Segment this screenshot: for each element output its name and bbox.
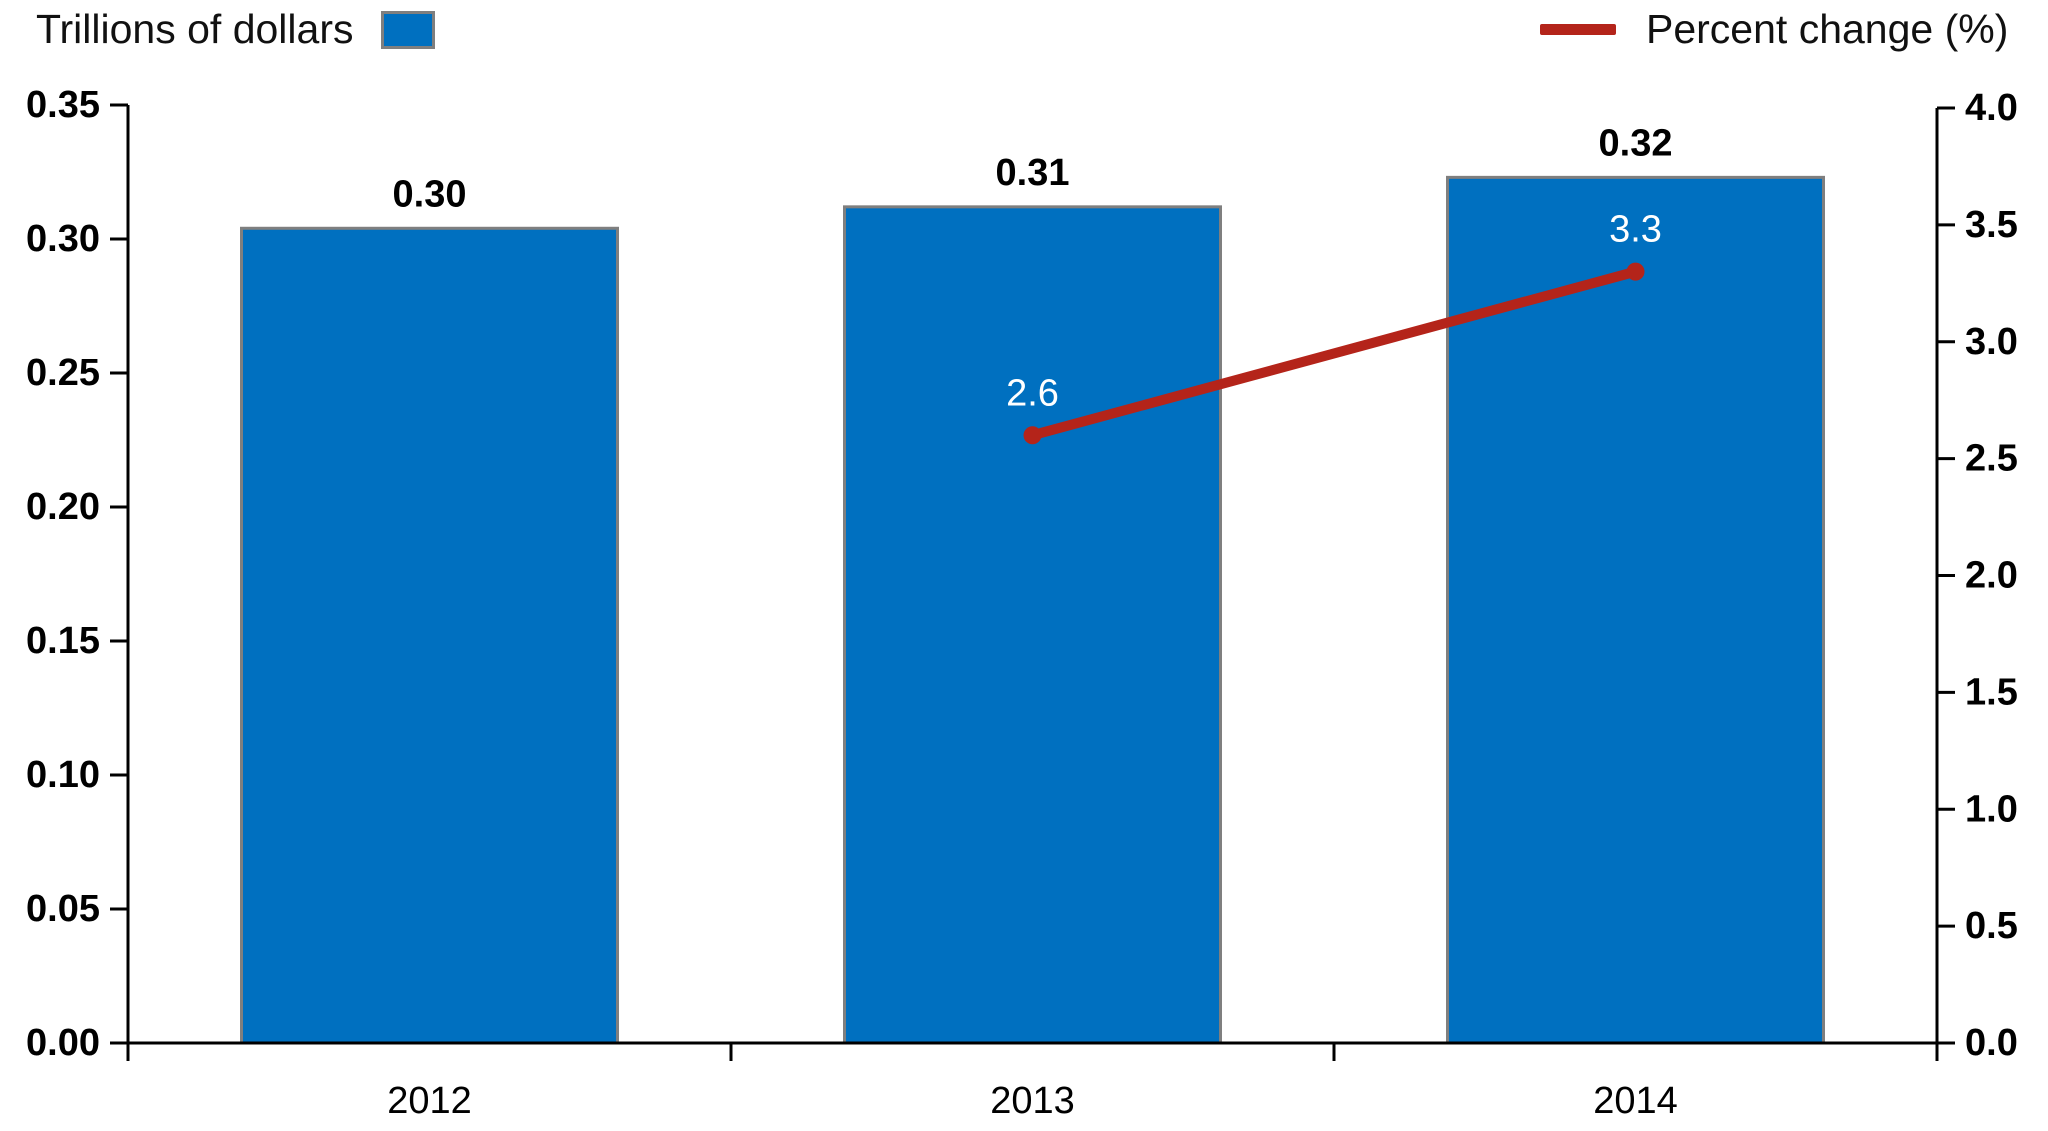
- left-tick-label-0.15: 0.15: [26, 620, 100, 662]
- right-tick-label-4.0: 4.0: [1965, 87, 2018, 129]
- line-label-2014: 3.3: [1609, 209, 1662, 251]
- line-point-2013: [1023, 426, 1042, 445]
- x-label-2014: 2014: [1593, 1080, 1678, 1122]
- line-point-2014: [1626, 262, 1645, 281]
- legend-item-line: Percent change (%): [1540, 6, 2008, 53]
- right-tick-label-1.0: 1.0: [1965, 788, 2018, 830]
- x-label-2012: 2012: [387, 1080, 472, 1122]
- left-tick-label-0.00: 0.00: [26, 1022, 100, 1064]
- left-tick-label-0.05: 0.05: [26, 888, 100, 930]
- bar-series-swatch-icon: [381, 10, 436, 49]
- right-tick-label-1.5: 1.5: [1965, 671, 2018, 713]
- right-tick-label-0.0: 0.0: [1965, 1022, 2018, 1064]
- line-series-swatch-icon: [1540, 24, 1616, 35]
- legend-item-bars: Trillions of dollars: [36, 6, 436, 53]
- bar-label-2013: 0.31: [996, 152, 1070, 194]
- bar-label-2012: 0.30: [393, 173, 467, 215]
- x-label-2013: 2013: [990, 1080, 1075, 1122]
- right-tick-label-2.5: 2.5: [1965, 438, 2018, 480]
- right-tick-label-2.0: 2.0: [1965, 555, 2018, 597]
- left-tick-label-0.10: 0.10: [26, 754, 100, 796]
- line-label-2013: 2.6: [1006, 372, 1059, 414]
- bar-label-2014: 0.32: [1599, 122, 1673, 164]
- legend-line-label: Percent change (%): [1646, 6, 2009, 52]
- bar-2014: [1446, 175, 1825, 1045]
- percent-change-line: [1027, 266, 1641, 441]
- left-tick-label-0.25: 0.25: [26, 352, 100, 394]
- right-tick-label-3.5: 3.5: [1965, 204, 2018, 246]
- bar-2013: [843, 205, 1222, 1045]
- bar-2012: [240, 226, 619, 1045]
- right-tick-label-3.0: 3.0: [1965, 321, 2018, 363]
- legend-bars-label: Trillions of dollars: [36, 6, 354, 52]
- left-tick-label-0.20: 0.20: [26, 486, 100, 528]
- left-tick-label-0.30: 0.30: [26, 218, 100, 260]
- right-tick-label-0.5: 0.5: [1965, 905, 2018, 947]
- left-tick-label-0.35: 0.35: [26, 84, 100, 126]
